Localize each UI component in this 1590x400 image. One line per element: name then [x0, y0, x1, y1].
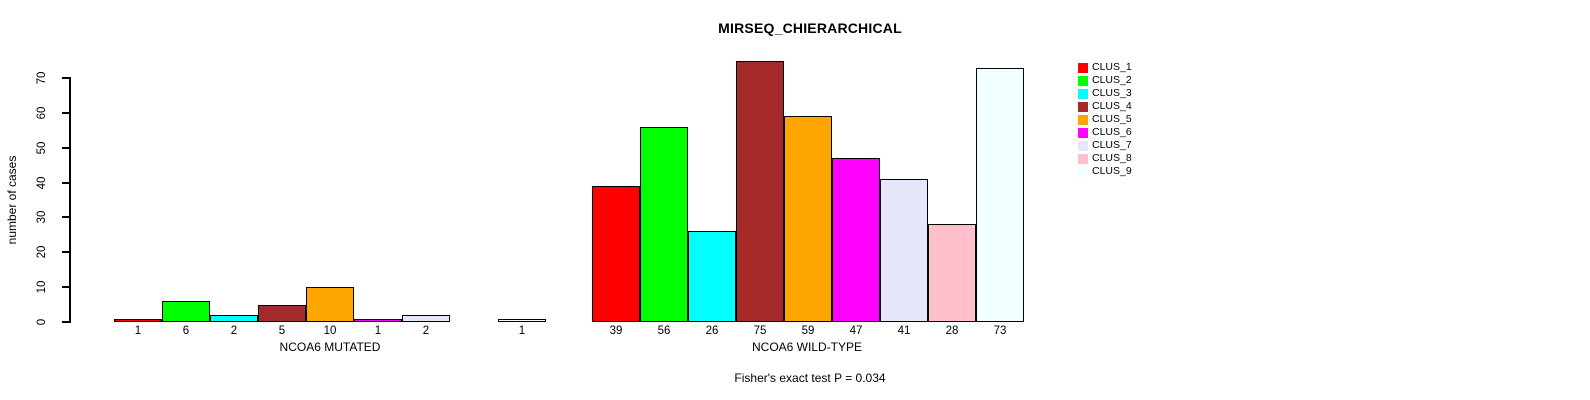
- y-axis-line: [69, 77, 71, 323]
- legend-swatch-clus_5: [1078, 115, 1088, 125]
- bar-clus_3: [688, 231, 736, 322]
- bar-value-label: 5: [278, 325, 286, 337]
- bar-clus_1: [592, 186, 640, 322]
- fisher-exact-test-note: Fisher's exact test P = 0.034: [734, 371, 886, 385]
- bar-value-label: 6: [182, 325, 190, 337]
- bar-clus_3: [210, 315, 258, 322]
- bar-clus_8: [928, 224, 976, 322]
- legend-swatch-clus_4: [1078, 102, 1088, 112]
- y-tick-label: 40: [36, 176, 48, 189]
- legend-label-clus_8: CLUS_8: [1092, 152, 1132, 164]
- y-tick-mark: [62, 251, 70, 254]
- legend-label-clus_6: CLUS_6: [1092, 126, 1132, 138]
- bar-clus_5: [306, 287, 354, 322]
- x-axis-label-wildtype: NCOA6 WILD-TYPE: [751, 340, 863, 354]
- legend-swatch-clus_9: [1078, 167, 1088, 177]
- bar-value-label: 1: [374, 325, 382, 337]
- chart-title: MIRSEQ_CHIERARCHICAL: [718, 20, 902, 36]
- bar-value-label: 2: [230, 325, 238, 337]
- y-tick-mark: [62, 321, 70, 323]
- y-tick-mark: [62, 216, 70, 219]
- bar-value-label: 1: [518, 325, 526, 337]
- bar-clus_1: [114, 319, 162, 322]
- legend-label-clus_2: CLUS_2: [1092, 74, 1132, 86]
- y-tick-mark: [62, 146, 70, 149]
- bar-value-label: 1: [134, 325, 142, 337]
- bar-clus_5: [784, 116, 832, 322]
- y-tick-label: 0: [36, 318, 48, 326]
- y-tick-mark: [62, 111, 70, 114]
- bar-clus_4: [258, 305, 306, 322]
- bar-value-label: 26: [705, 325, 719, 337]
- y-tick-label: 60: [36, 106, 48, 120]
- legend-swatch-clus_6: [1078, 128, 1088, 138]
- y-tick-label: 30: [36, 211, 48, 224]
- bar-clus_7: [880, 179, 928, 322]
- y-tick-label: 10: [36, 280, 48, 294]
- y-tick-label: 50: [36, 141, 48, 155]
- bar-clus_9: [976, 68, 1024, 322]
- bar-clus_4: [736, 61, 784, 322]
- bar-clus_2: [640, 127, 688, 322]
- bar-value-label: 73: [993, 325, 1007, 337]
- y-tick-label: 20: [36, 245, 48, 259]
- legend-swatch-clus_1: [1078, 63, 1088, 73]
- legend-swatch-clus_3: [1078, 89, 1088, 99]
- y-axis-label: number of cases: [5, 155, 19, 245]
- legend-label-clus_4: CLUS_4: [1092, 100, 1132, 112]
- legend-swatch-clus_2: [1078, 76, 1088, 86]
- bar-clus_2: [162, 301, 210, 322]
- x-axis-label-mutated: NCOA6 MUTATED: [279, 340, 381, 354]
- bar-clus_6: [832, 158, 880, 322]
- legend-label-clus_5: CLUS_5: [1092, 113, 1132, 125]
- bar-clus_7: [402, 315, 450, 322]
- bar-value-label: 59: [801, 325, 815, 337]
- legend-label-clus_1: CLUS_1: [1092, 61, 1132, 73]
- bar-value-label: 75: [753, 325, 767, 337]
- bar-clus_6: [354, 319, 402, 322]
- bar-value-label: 10: [323, 325, 337, 337]
- bar-value-label: 41: [897, 325, 911, 337]
- y-tick-label: 70: [36, 71, 48, 85]
- legend-swatch-clus_7: [1078, 141, 1088, 151]
- y-tick-mark: [62, 286, 70, 289]
- bar-clus_9: [498, 319, 546, 322]
- bar-value-label: 2: [422, 325, 430, 337]
- bar-value-label: 47: [849, 325, 863, 337]
- bar-value-label: 28: [945, 325, 959, 337]
- legend-swatch-clus_8: [1078, 154, 1088, 164]
- y-tick-mark: [62, 181, 70, 184]
- bar-value-label: 39: [609, 325, 623, 337]
- y-tick-mark: [62, 77, 70, 79]
- legend-label-clus_9: CLUS_9: [1092, 165, 1132, 177]
- bar-value-label: 56: [657, 325, 671, 337]
- legend-label-clus_7: CLUS_7: [1092, 139, 1132, 151]
- legend-label-clus_3: CLUS_3: [1092, 87, 1132, 99]
